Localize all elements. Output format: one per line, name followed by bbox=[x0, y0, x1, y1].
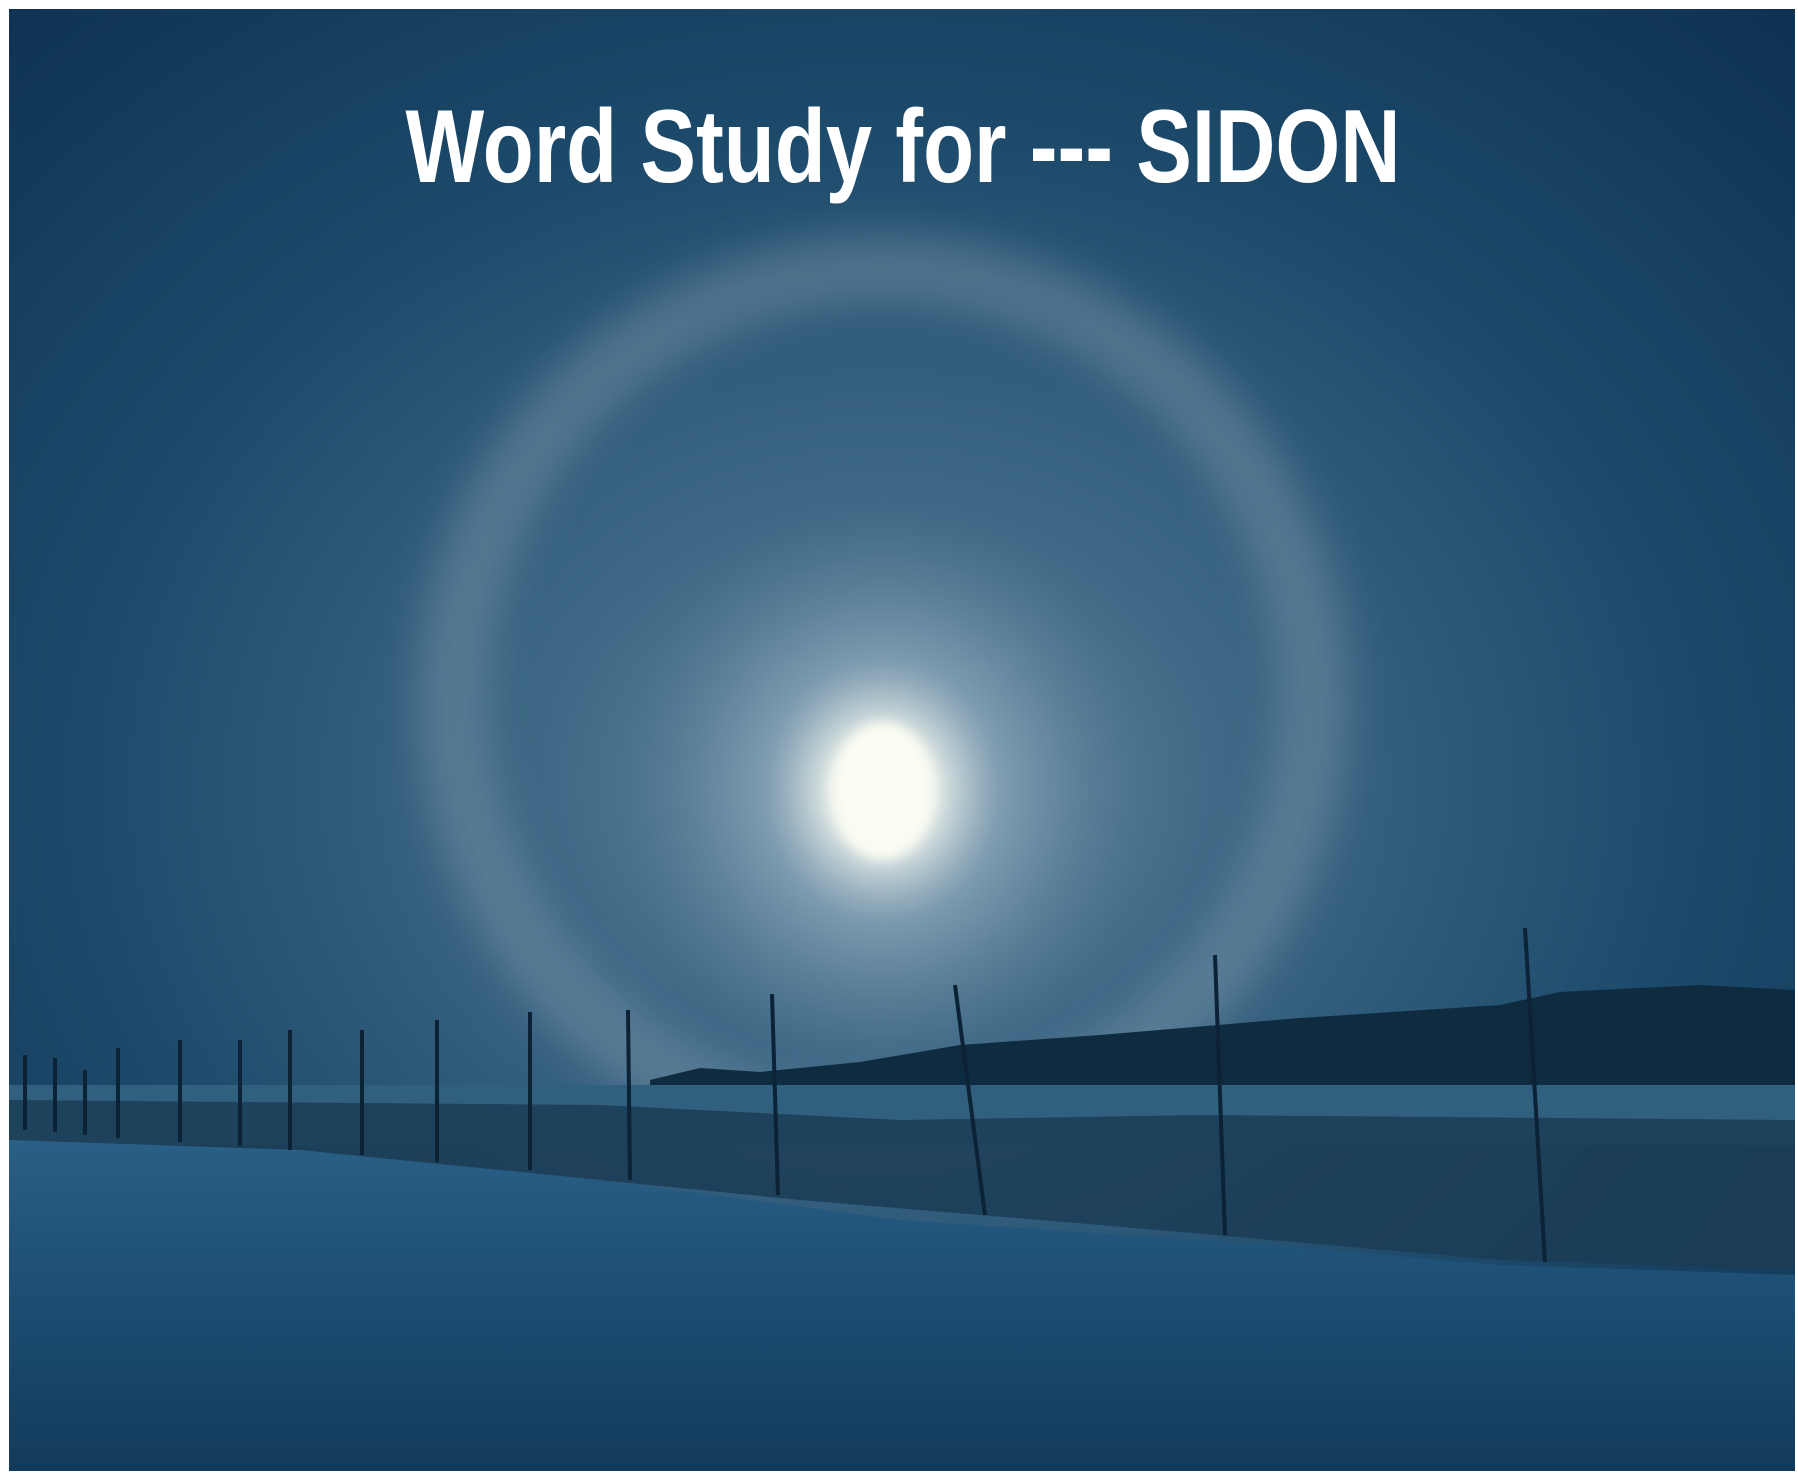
photo-slide: Word Study for --- SIDON bbox=[0, 0, 1798, 1478]
photo bbox=[9, 9, 1795, 1471]
page: Word Study for --- SIDON (() => { const … bbox=[0, 0, 1798, 1478]
sun bbox=[833, 723, 933, 859]
slide-title: Word Study for --- SIDON bbox=[406, 89, 1401, 205]
